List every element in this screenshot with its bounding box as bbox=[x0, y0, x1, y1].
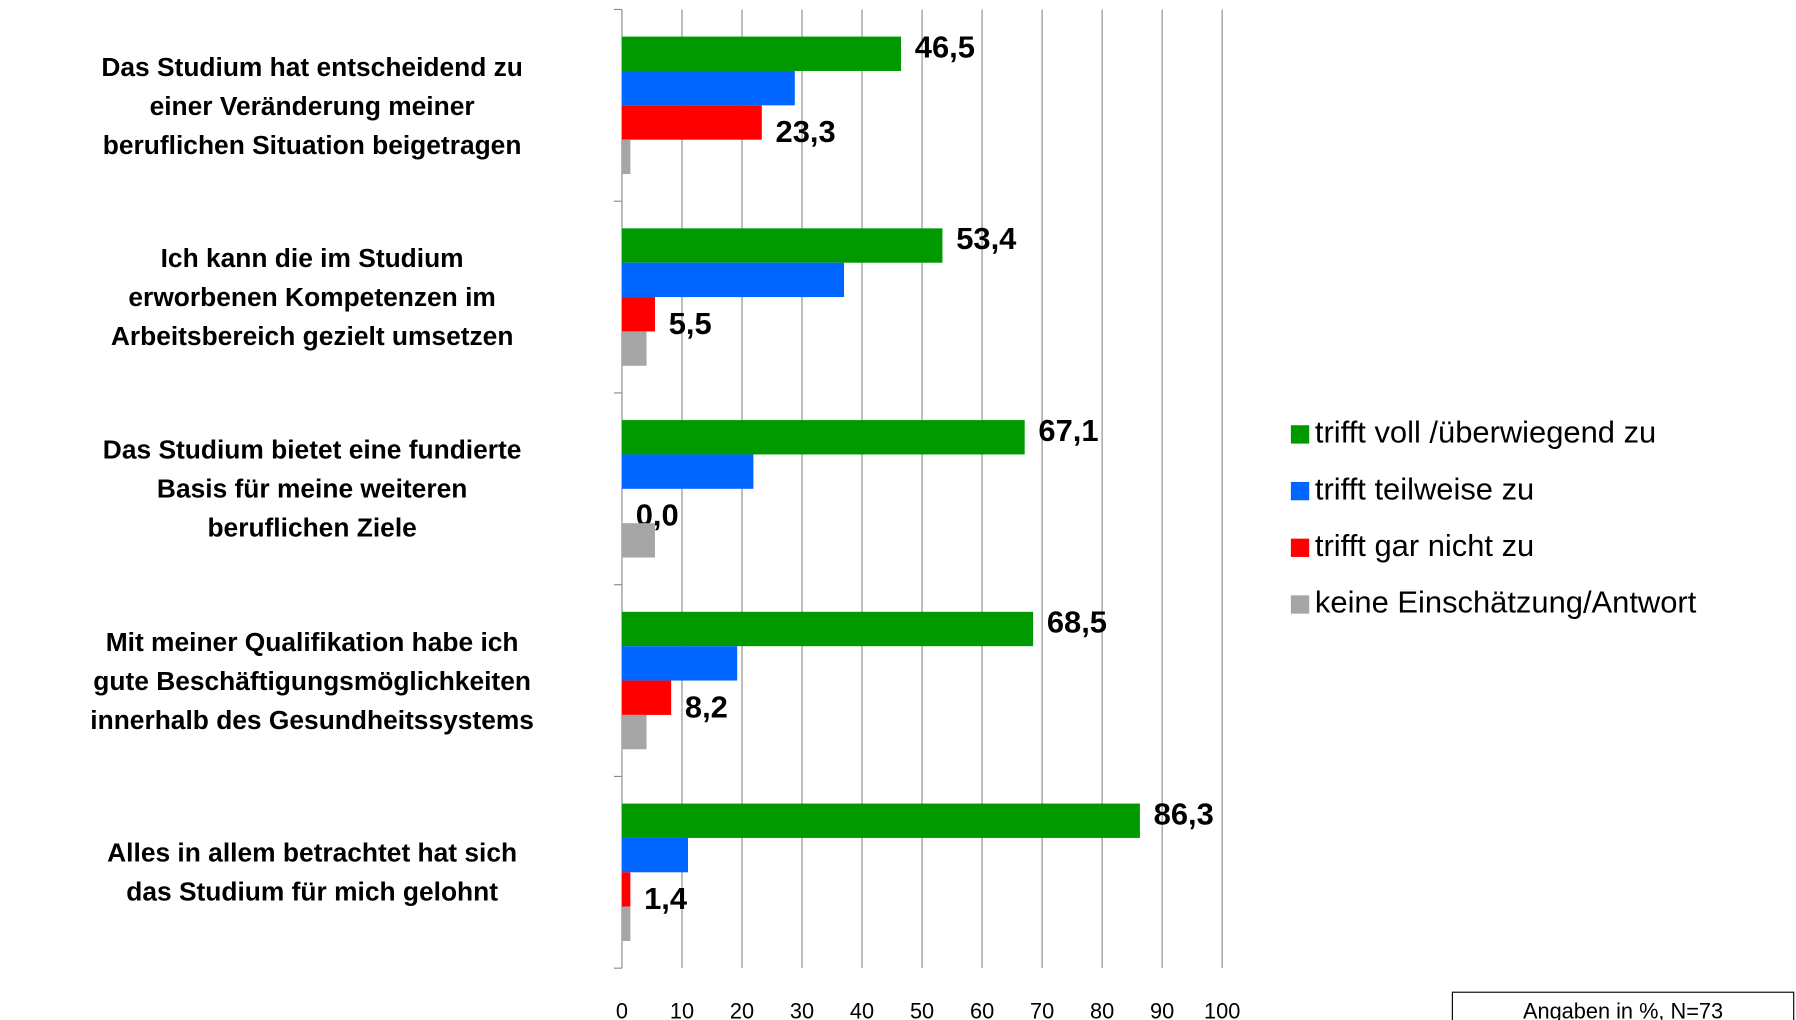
bar bbox=[621, 262, 845, 298]
bar bbox=[621, 803, 1140, 838]
data-label: 53,4 bbox=[956, 221, 1017, 256]
x-tick-label: 40 bbox=[850, 999, 874, 1020]
category-label: Alles in allem betrachtet hat sich das S… bbox=[107, 837, 518, 907]
legend-label: trifft gar nicht zu bbox=[1315, 528, 1534, 563]
legend-swatch bbox=[1290, 595, 1310, 614]
x-tick-label: 60 bbox=[970, 999, 994, 1020]
x-tick-label: 20 bbox=[730, 999, 754, 1020]
category-label: Das Studium hat entscheidend zu einer Ve… bbox=[101, 51, 523, 160]
x-tick-label: 70 bbox=[1030, 999, 1054, 1020]
data-label: 23,3 bbox=[776, 114, 836, 149]
x-tick-label: 30 bbox=[790, 999, 814, 1020]
data-label: 8,2 bbox=[685, 689, 728, 724]
category-label: Ich kann die im Studium erworbenen Kompe… bbox=[110, 243, 514, 351]
bar bbox=[621, 680, 672, 715]
x-tick-label: 0 bbox=[616, 999, 628, 1020]
bar bbox=[621, 331, 647, 366]
bar bbox=[621, 872, 631, 907]
data-label: 68,5 bbox=[1047, 605, 1107, 640]
data-label: 1,4 bbox=[644, 881, 688, 916]
bar bbox=[621, 297, 655, 332]
legend-label: keine Einschätzung/Antwort bbox=[1315, 585, 1697, 620]
data-label: 5,5 bbox=[669, 306, 712, 341]
bar bbox=[621, 646, 738, 681]
category-label-box: Ich kann die im Studium erworbenen Kompe… bbox=[110, 243, 514, 351]
bar bbox=[621, 36, 902, 71]
legend-label: trifft teilweise zu bbox=[1315, 471, 1534, 506]
x-tick-label: 50 bbox=[910, 999, 934, 1020]
x-tick-label: 90 bbox=[1150, 999, 1174, 1020]
data-label: 67,1 bbox=[1038, 413, 1098, 448]
category-label-box: Mit meiner Qualifikation habe ich gute B… bbox=[90, 626, 534, 735]
x-tick-label: 100 bbox=[1204, 999, 1240, 1020]
bar bbox=[621, 837, 688, 873]
legend-swatch bbox=[1290, 425, 1310, 444]
bar bbox=[621, 105, 762, 140]
note: Angaben in %, N=73 bbox=[1523, 999, 1723, 1020]
bar bbox=[621, 420, 1025, 455]
bar bbox=[621, 611, 1034, 647]
x-tick-label: 80 bbox=[1090, 999, 1114, 1020]
category-label: Mit meiner Qualifikation habe ich gute B… bbox=[90, 626, 534, 735]
bar bbox=[621, 228, 943, 263]
bar bbox=[621, 454, 754, 489]
bar bbox=[621, 139, 631, 175]
legend-swatch bbox=[1290, 538, 1310, 557]
legend-swatch bbox=[1290, 481, 1310, 501]
note-box bbox=[1451, 991, 1795, 1020]
bar bbox=[621, 714, 647, 750]
legend-label: trifft voll /überwiegend zu bbox=[1315, 415, 1656, 450]
data-label: 86,3 bbox=[1154, 796, 1214, 831]
bar bbox=[621, 523, 655, 558]
category-label-box: Das Studium hat entscheidend zu einer Ve… bbox=[101, 51, 523, 160]
category-label: Das Studium bietet eine fundierte Basis … bbox=[102, 434, 522, 543]
bar bbox=[621, 906, 631, 942]
category-label-box: Das Studium bietet eine fundierte Basis … bbox=[102, 434, 522, 543]
category-label-box: Alles in allem betrachtet hat sich das S… bbox=[107, 837, 518, 907]
data-label: 46,5 bbox=[915, 29, 975, 64]
bar bbox=[621, 70, 795, 106]
x-tick-label: 10 bbox=[670, 999, 694, 1020]
